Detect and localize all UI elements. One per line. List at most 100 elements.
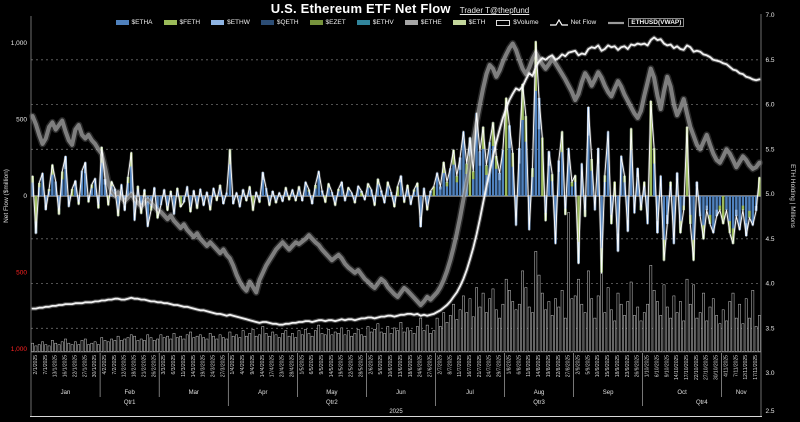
netflow-bar [449,168,452,196]
netflow-bar [649,101,653,196]
volume-bar [327,329,330,352]
volume-bar [238,337,242,352]
netflow-bar [620,156,623,196]
legend-label: $ETHW [227,19,250,26]
volume-bar [175,337,179,352]
netflow-bar [307,189,311,196]
volume-bar [57,344,61,352]
legend-item-etha: $ETHA [115,19,153,26]
volume-bar [54,342,58,352]
volume-bar [254,335,258,352]
netflow-bar [218,185,222,196]
netflow-bar [675,172,679,196]
netflow-bar [116,196,120,216]
netflow-bar [310,196,314,204]
netflow-bar-segment [445,181,449,187]
right-axis-ticks: 7.0 6.5 6.0 5.5 5.0 4.5 4.0 3.5 3.0 2.5 ETH Holdin… [766,12,797,415]
netflow-bar [333,196,337,206]
legend-swatch-icon [496,19,511,26]
svg-text:28/4/2025: 28/4/2025 [289,355,295,377]
volume-bar [156,338,159,352]
netflow-bar [741,196,745,211]
svg-text:1/4/2025: 1/4/2025 [230,355,236,375]
volume-bar [100,337,104,352]
svg-text:10/6/2025: 10/6/2025 [388,355,394,377]
netflow-bar [34,196,38,234]
netflow-bar [327,183,330,196]
author-link[interactable]: Trader T@thepfund [459,6,530,15]
svg-text:7.0: 7.0 [766,12,775,19]
volume-bar [77,344,81,352]
volume-bar [527,306,531,352]
volume-bar [465,312,469,352]
svg-text:Jan: Jan [61,390,71,396]
netflow-bar [419,196,422,227]
chart-header: U.S. Ethereum ETF Net Flow Trader T@thep… [0,1,800,16]
svg-text:19/3/2025: 19/3/2025 [201,355,207,377]
netflow-bar-segment [481,126,485,149]
volume-bar [455,319,459,352]
volume-bar [610,309,613,352]
legend-item-eth: $ETH [452,19,485,26]
netflow-bar [347,187,350,196]
volume-bar [97,344,100,352]
legend-item-qeth: $QETH [260,19,299,26]
netflow-bar [93,178,97,196]
volume-bar [363,335,367,352]
netflow-bar-segment [485,165,488,175]
volume-bar [758,315,761,352]
volume-bar [646,303,649,352]
legend-swatch-icon [211,20,225,25]
netflow-bar [64,156,67,196]
netflow-bar [544,196,547,221]
netflow-bar [84,162,87,196]
volume-bar [744,298,748,352]
volume-bar [366,326,370,352]
volume-bar [629,281,633,352]
volume-bar [41,341,44,352]
netflow-bar [751,196,754,226]
netflow-bar [511,152,514,196]
volume-bar [166,335,169,352]
netflow-bar [672,196,676,244]
volume-bar [587,270,590,352]
volume-bar [698,312,702,352]
volume-bar [386,326,390,352]
legend-label: $EZET [325,19,346,26]
svg-text:18/6/2025: 18/6/2025 [408,355,414,377]
netflow-bar [705,196,708,211]
netflow-bar [481,126,485,196]
volume-bar [192,337,196,352]
volume-bar [202,337,205,352]
svg-text:7/11/2025: 7/11/2025 [733,355,739,377]
netflow-bar [606,131,610,196]
svg-text:27/8/2025: 27/8/2025 [566,355,572,377]
netflow-bar-segment [745,223,748,236]
svg-text:2/1/2025: 2/1/2025 [33,355,39,375]
legend-swatch-icon [309,20,323,25]
netflow-bar [380,190,383,196]
netflow-bar [241,189,245,196]
svg-text:11/7/2025: 11/7/2025 [457,355,463,377]
volume-bar [222,337,225,352]
volume-bar [136,340,140,352]
volume-bar [317,324,321,352]
volume-bar [659,315,663,352]
svg-text:12/11/2025: 12/11/2025 [743,355,749,380]
netflow-bar [107,196,110,206]
netflow-bar [738,196,741,230]
volume-bar [435,317,439,352]
netflow-bar [455,175,459,196]
netflow-bar [182,196,186,203]
netflow-bar [130,152,133,196]
volume-bar [580,303,584,352]
netflow-bar [337,189,340,196]
volume-bar [60,341,64,352]
volume-bar [754,326,758,352]
volume-bar [307,333,311,352]
volume-bar [511,301,515,352]
netflow-bar [212,188,215,196]
volume-bar [715,315,718,352]
volume-bar [708,306,712,352]
volume-bar [728,301,732,352]
